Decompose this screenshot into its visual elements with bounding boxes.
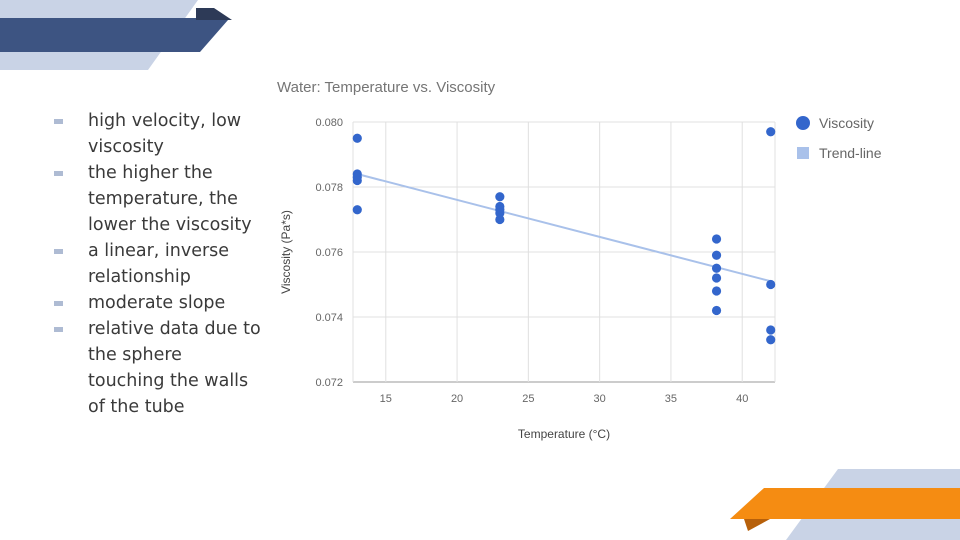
- bullet-marker: [54, 249, 63, 254]
- bullet-text: a linear, inverse relationship: [88, 241, 230, 287]
- bottom-banner-orange: [730, 488, 960, 519]
- legend-label: Trend-line: [819, 145, 882, 161]
- top-banner-dark: [0, 18, 228, 52]
- y-tick-label: 0.078: [315, 182, 343, 194]
- data-point: [766, 127, 776, 137]
- scatter-chart: 0.072 0.074 0.076 0.078 0.080 15 20 25 30 35 40 Tem…: [279, 117, 776, 441]
- bullet-marker: [54, 327, 63, 332]
- data-point: [766, 325, 776, 335]
- bullet-text: the higher the temperature, the lower th…: [88, 163, 252, 235]
- y-tick-label: 0.080: [315, 117, 343, 129]
- bullet-marker: [54, 119, 63, 124]
- legend-label: Viscosity: [819, 115, 874, 131]
- x-tick-label: 40: [736, 393, 748, 405]
- chart-title: Water: Temperature vs. Viscosity: [277, 79, 496, 96]
- legend-dot-icon: [796, 116, 810, 130]
- bullet-text: relative data due to the sphere touching…: [88, 319, 261, 417]
- data-point: [711, 286, 722, 296]
- x-axis-label: Temperature (°C): [518, 427, 610, 441]
- x-tick-label: 25: [522, 393, 534, 405]
- bottom-banner-tip: [744, 519, 770, 531]
- data-point: [711, 305, 722, 316]
- data-point: [352, 133, 362, 143]
- x-tick-label: 35: [665, 393, 677, 405]
- bullet-item: relative data due to the sphere touching…: [52, 316, 262, 420]
- y-tick-label: 0.076: [315, 247, 343, 259]
- bullet-item: a linear, inverse relationship: [52, 238, 262, 290]
- data-point: [711, 234, 722, 244]
- y-tick-label: 0.072: [315, 377, 343, 389]
- top-banner-tip: [196, 8, 232, 20]
- data-point: [711, 273, 722, 283]
- bullet-marker: [54, 171, 63, 176]
- legend-square-icon: [797, 147, 809, 159]
- chart-legend: Viscosity Trend-line: [796, 113, 882, 173]
- data-point: [495, 192, 505, 202]
- legend-item-trend-line: Trend-line: [796, 143, 882, 173]
- data-point: [766, 279, 776, 290]
- data-point: [766, 335, 776, 345]
- bullet-item: high velocity, low viscosity: [52, 108, 262, 160]
- data-point: [711, 263, 722, 273]
- y-axis-label: Viscosity (Pa*s): [279, 210, 293, 294]
- bullet-marker: [54, 301, 63, 306]
- data-point: [711, 250, 722, 260]
- x-tick-label: 15: [380, 393, 392, 405]
- bullet-item: the higher the temperature, the lower th…: [52, 160, 262, 238]
- x-tick-label: 30: [594, 393, 606, 405]
- data-point: [495, 208, 505, 218]
- bullet-list: high velocity, low viscosity the higher …: [52, 108, 262, 420]
- bullet-item: moderate slope: [52, 290, 262, 316]
- trend-line: [357, 173, 771, 283]
- x-tick-label: 20: [451, 393, 463, 405]
- legend-item-viscosity: Viscosity: [796, 113, 882, 143]
- data-point: [352, 205, 362, 215]
- data-point: [352, 175, 362, 186]
- y-tick-label: 0.074: [315, 312, 343, 324]
- bullet-text: high velocity, low viscosity: [88, 111, 242, 157]
- bullet-text: moderate slope: [88, 293, 226, 313]
- data-point: [495, 214, 505, 225]
